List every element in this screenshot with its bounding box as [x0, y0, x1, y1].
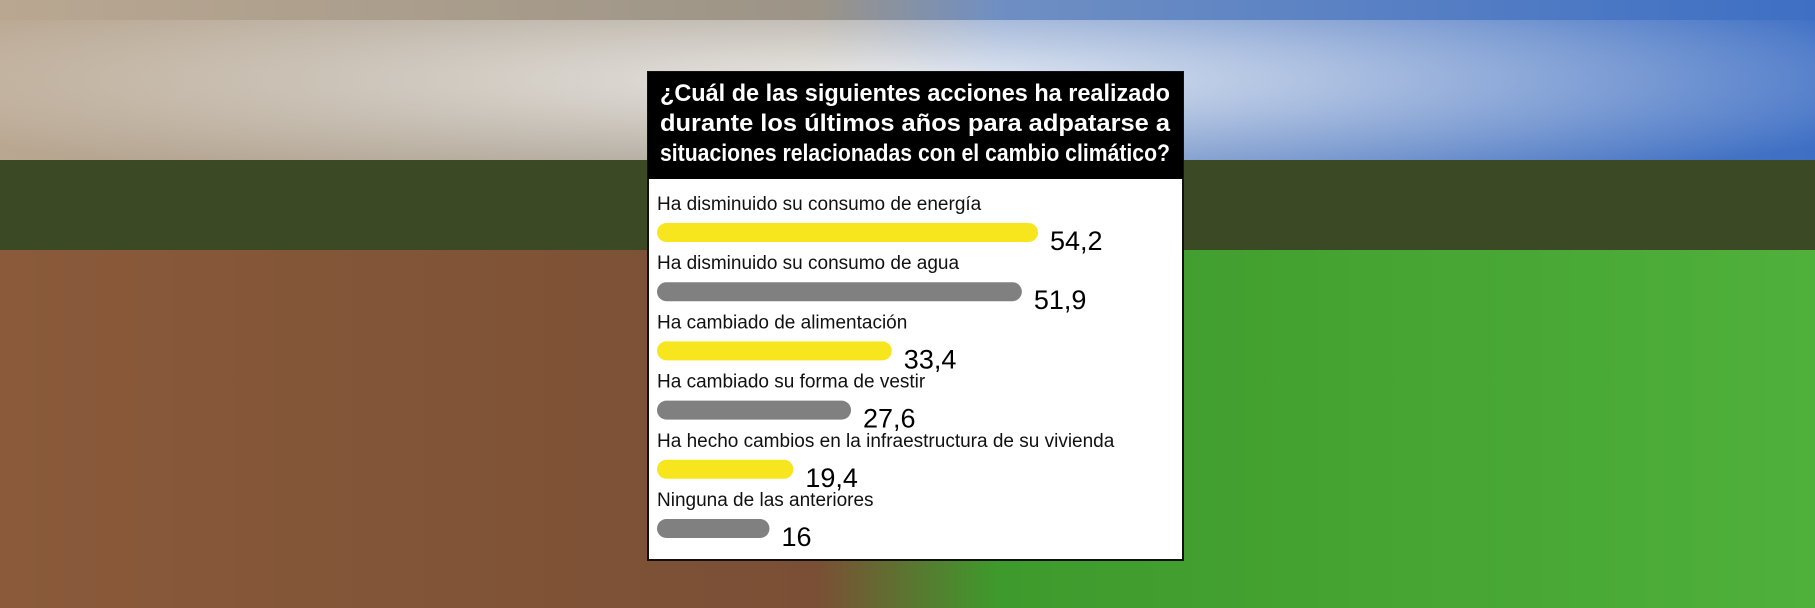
category-label: Ninguna de las anteriores — [657, 490, 874, 511]
value-label: 51,9 — [1034, 285, 1087, 315]
bar — [657, 223, 1039, 242]
category-label: Ha hecho cambios en la infraestructura d… — [657, 431, 1115, 452]
bar — [657, 519, 770, 538]
value-label: 33,4 — [904, 344, 957, 374]
bar — [657, 400, 852, 420]
value-label: 16 — [781, 522, 811, 552]
bar — [657, 282, 1022, 302]
bar — [657, 459, 794, 479]
value-label: 19,4 — [805, 463, 858, 493]
value-label: 54,2 — [1050, 226, 1103, 256]
title-band — [648, 72, 1183, 179]
bar — [657, 341, 892, 361]
category-label: Ha cambiado de alimentación — [657, 312, 907, 333]
category-label: Ha disminuido su consumo de agua — [657, 253, 960, 274]
chart-title: ¿Cuál de las siguientes acciones ha real… — [660, 80, 1170, 107]
category-label: Ha disminuido su consumo de energía — [657, 194, 982, 215]
chart-title: durante los últimos años para adpatarse … — [660, 110, 1171, 137]
category-label: Ha cambiado su forma de vestir — [657, 372, 926, 393]
value-label: 27,6 — [863, 404, 916, 434]
chart-title: situaciones relacionadas con el cambio c… — [660, 140, 1170, 167]
